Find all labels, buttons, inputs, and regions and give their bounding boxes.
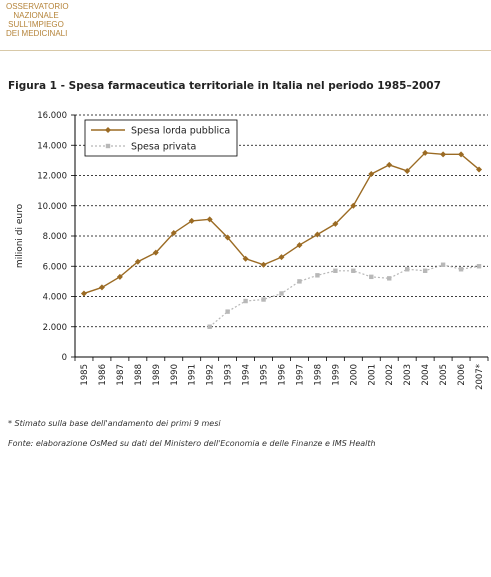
legend-label: Spesa lorda pubblica — [131, 126, 230, 137]
data-point — [315, 273, 320, 278]
x-tick-label: 1996 — [278, 364, 288, 386]
x-tick-label: 1997 — [295, 364, 305, 386]
data-point — [476, 166, 483, 173]
data-point — [440, 151, 447, 158]
x-tick-label: 1986 — [98, 364, 108, 386]
data-point — [314, 231, 321, 238]
logo-line: OSSERVATORIO — [6, 2, 69, 11]
x-tick-label: 2006 — [457, 364, 467, 386]
y-tick-label: 16.000 — [37, 111, 67, 121]
figure-title: Figura 1 - Spesa farmaceutica territoria… — [8, 80, 441, 92]
data-point — [98, 284, 105, 291]
data-point — [387, 276, 392, 281]
y-axis-label: milioni di euro — [15, 203, 25, 268]
osmed-logo: OSSERVATORIO NAZIONALE SULL'IMPIEGO DEI … — [6, 2, 69, 38]
data-point — [206, 216, 213, 223]
data-point — [386, 161, 393, 168]
data-point — [225, 309, 230, 314]
y-tick-label: 8.000 — [43, 232, 67, 242]
data-point — [152, 249, 159, 256]
x-tick-label: 1989 — [152, 364, 162, 386]
data-point — [422, 268, 428, 273]
legend — [84, 119, 238, 157]
y-tick-label: 4.000 — [43, 293, 67, 303]
y-tick-label: 6.000 — [43, 262, 67, 272]
legend-marker — [105, 143, 111, 149]
x-tick-label: 1998 — [313, 364, 323, 386]
data-point — [350, 202, 357, 209]
data-point — [440, 262, 446, 267]
x-tick-label: 2002 — [385, 364, 395, 386]
x-tick-label: 2007* — [475, 364, 485, 390]
data-point — [279, 291, 284, 296]
data-point — [368, 170, 375, 177]
x-tick-label: 1991 — [188, 364, 198, 386]
data-point — [458, 267, 464, 272]
x-tick-label: 2004 — [421, 364, 431, 386]
data-point — [404, 267, 410, 272]
x-tick-label: 1987 — [116, 364, 126, 386]
x-tick-label: 2001 — [367, 364, 377, 386]
data-point — [333, 268, 338, 273]
y-tick-label: 2.000 — [43, 323, 67, 333]
data-point — [260, 261, 267, 268]
data-point — [261, 297, 266, 302]
data-point — [369, 274, 374, 280]
data-point — [80, 290, 87, 297]
data-point — [297, 279, 302, 284]
data-point — [458, 151, 465, 158]
data-point — [224, 234, 231, 241]
x-tick-label: 1992 — [206, 364, 216, 386]
data-point — [476, 264, 482, 269]
x-tick-label: 2000 — [349, 364, 359, 386]
data-point — [243, 298, 248, 304]
asterisk-note: * Stimato sulla base dell'andamento dei … — [8, 419, 221, 428]
series-line — [83, 152, 480, 295]
x-tick-label: 1990 — [170, 364, 180, 386]
x-tick-label: 1993 — [224, 364, 234, 386]
logo-line: SULL'IMPIEGO — [8, 20, 64, 29]
logo-line: NAZIONALE — [13, 11, 59, 20]
data-point — [170, 229, 177, 236]
header-divider — [0, 50, 491, 51]
series-line — [209, 264, 480, 328]
x-tick-label: 2005 — [439, 364, 449, 386]
x-tick-label: 2003 — [403, 364, 413, 386]
legend-label: Spesa privata — [131, 142, 196, 153]
x-tick-label: 1988 — [134, 364, 144, 386]
source-note: Fonte: elaborazione OsMed su dati del Mi… — [8, 439, 376, 448]
data-point — [242, 255, 249, 262]
x-tick-label: 1994 — [242, 364, 252, 386]
data-point — [404, 167, 411, 174]
data-point — [332, 220, 339, 227]
data-point — [351, 268, 356, 273]
x-tick-label: 1999 — [331, 364, 341, 386]
data-point — [422, 149, 429, 156]
legend-marker — [105, 127, 111, 133]
y-tick-label: 0 — [62, 353, 67, 363]
data-point — [134, 258, 141, 265]
data-point — [207, 324, 212, 329]
x-tick-label: 1995 — [260, 364, 270, 386]
logo-line: DEI MEDICINALI — [6, 29, 68, 38]
y-tick-label: 10.000 — [37, 202, 67, 212]
data-point — [116, 273, 123, 280]
data-point — [278, 254, 285, 261]
y-tick-label: 12.000 — [37, 172, 67, 182]
x-tick-label: 1985 — [80, 364, 90, 386]
data-point — [188, 217, 195, 224]
line-chart: 0 2.000 4.000 6.000 8.000 10.000 12.000 14.000 1… — [15, 111, 489, 390]
y-tick-label: 14.000 — [37, 141, 67, 151]
data-point — [296, 242, 303, 249]
